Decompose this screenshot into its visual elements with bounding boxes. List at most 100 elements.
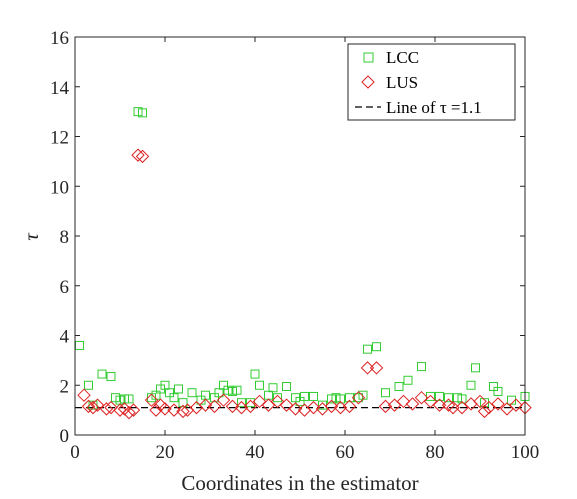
y-tick-label: 8 [60, 227, 70, 248]
lus-point [351, 390, 366, 405]
lus-point [342, 399, 357, 414]
lus-point [288, 402, 303, 416]
lus-point [207, 399, 222, 414]
legend-lus-marker [361, 75, 375, 89]
x-tick-label: 40 [246, 442, 265, 463]
lus-point [77, 388, 91, 402]
lcc-point [268, 383, 278, 393]
data-layer [75, 107, 532, 420]
lcc-point [174, 384, 183, 394]
lcc-point [394, 381, 404, 391]
lus-point [126, 403, 141, 417]
x-axis-label: Coordinates in the estimator [181, 471, 418, 495]
lcc-point [363, 344, 372, 354]
lcc-point [309, 391, 318, 401]
lcc-point [124, 394, 134, 404]
lus-point [423, 394, 438, 409]
lus-point [405, 397, 420, 411]
lus-point [477, 404, 492, 419]
lus-point [243, 399, 258, 414]
lcc-point [345, 393, 354, 403]
lus-point [387, 398, 402, 412]
lus-point [261, 398, 276, 412]
y-tick-label: 4 [60, 327, 70, 348]
lus-point [509, 398, 523, 412]
lus-point [306, 400, 321, 415]
lus-point [446, 400, 460, 415]
lus-point [360, 361, 375, 375]
lus-point [279, 398, 294, 412]
lus-point [369, 361, 384, 375]
ticks-layer: 0 20 40 60 80 100 0 2 4 6 8 10 12 14 16 [50, 28, 539, 463]
lcc-point [457, 394, 467, 404]
lcc-point [493, 386, 503, 396]
lcc-point [273, 393, 282, 403]
lus-point [90, 398, 105, 412]
y-tick-label: 6 [60, 277, 70, 298]
lcc-point [250, 369, 260, 379]
legend: LCC LUS Line of τ =1.1 [347, 43, 516, 121]
x-tick-label: 80 [426, 442, 445, 463]
lus-point [131, 148, 145, 162]
lcc-point [282, 381, 291, 391]
lcc-point [403, 375, 413, 385]
lcc-point [471, 363, 480, 373]
lcc-point [336, 394, 345, 404]
lus-point [414, 390, 429, 405]
lus-point [86, 400, 100, 415]
y-tick-label: 12 [50, 128, 69, 149]
lus-point [482, 400, 496, 415]
lus-point [324, 399, 339, 414]
lcc-point [178, 398, 188, 408]
lus-point [270, 394, 285, 409]
y-tick-label: 16 [50, 28, 69, 49]
lus-point [473, 394, 487, 409]
lcc-point [187, 388, 197, 398]
x-tick-label: 100 [511, 442, 540, 463]
legend-lus-label: LUS [386, 73, 418, 92]
legend-line-label: Line of τ =1.1 [386, 98, 482, 117]
lcc-point [372, 342, 381, 352]
lus-point [167, 403, 181, 417]
lus-point [198, 398, 213, 412]
legend-lcc-label: LCC [386, 48, 419, 67]
lcc-point [435, 391, 444, 401]
lcc-point [169, 393, 179, 403]
lcc-point [97, 369, 107, 379]
lus-point [252, 394, 267, 409]
lcc-point [417, 362, 426, 372]
lus-point [432, 398, 447, 412]
lus-point [158, 402, 172, 416]
y-tick-label: 2 [60, 376, 70, 397]
lcc-point [138, 108, 147, 118]
y-axis-label: τ [19, 232, 43, 241]
lus-point [99, 402, 114, 416]
lus-point [500, 402, 514, 416]
lcc-point [381, 388, 390, 398]
lcc-point [237, 398, 246, 408]
lus-point [122, 405, 136, 420]
lus-point [491, 397, 505, 411]
lcc-point [255, 380, 264, 390]
legend-lcc-marker [363, 52, 374, 63]
lus-point [135, 149, 150, 164]
x-tick-label: 0 [70, 442, 80, 463]
y-tick-label: 14 [50, 78, 70, 99]
lus-point [225, 399, 240, 414]
lcc-point [466, 380, 476, 390]
y-tick-label: 0 [60, 426, 70, 447]
x-tick-label: 60 [336, 442, 355, 463]
lus-point [144, 393, 159, 407]
lcc-point [84, 380, 93, 390]
lus-point [441, 398, 456, 412]
lus-point [455, 400, 469, 415]
y-tick-label: 10 [50, 177, 69, 198]
legend-box [347, 43, 516, 121]
lus-point [113, 403, 127, 417]
lus-point [396, 394, 411, 409]
x-tick-label: 20 [156, 442, 175, 463]
lcc-point [300, 391, 309, 401]
lcc-point [232, 385, 242, 395]
lus-point [176, 404, 190, 419]
